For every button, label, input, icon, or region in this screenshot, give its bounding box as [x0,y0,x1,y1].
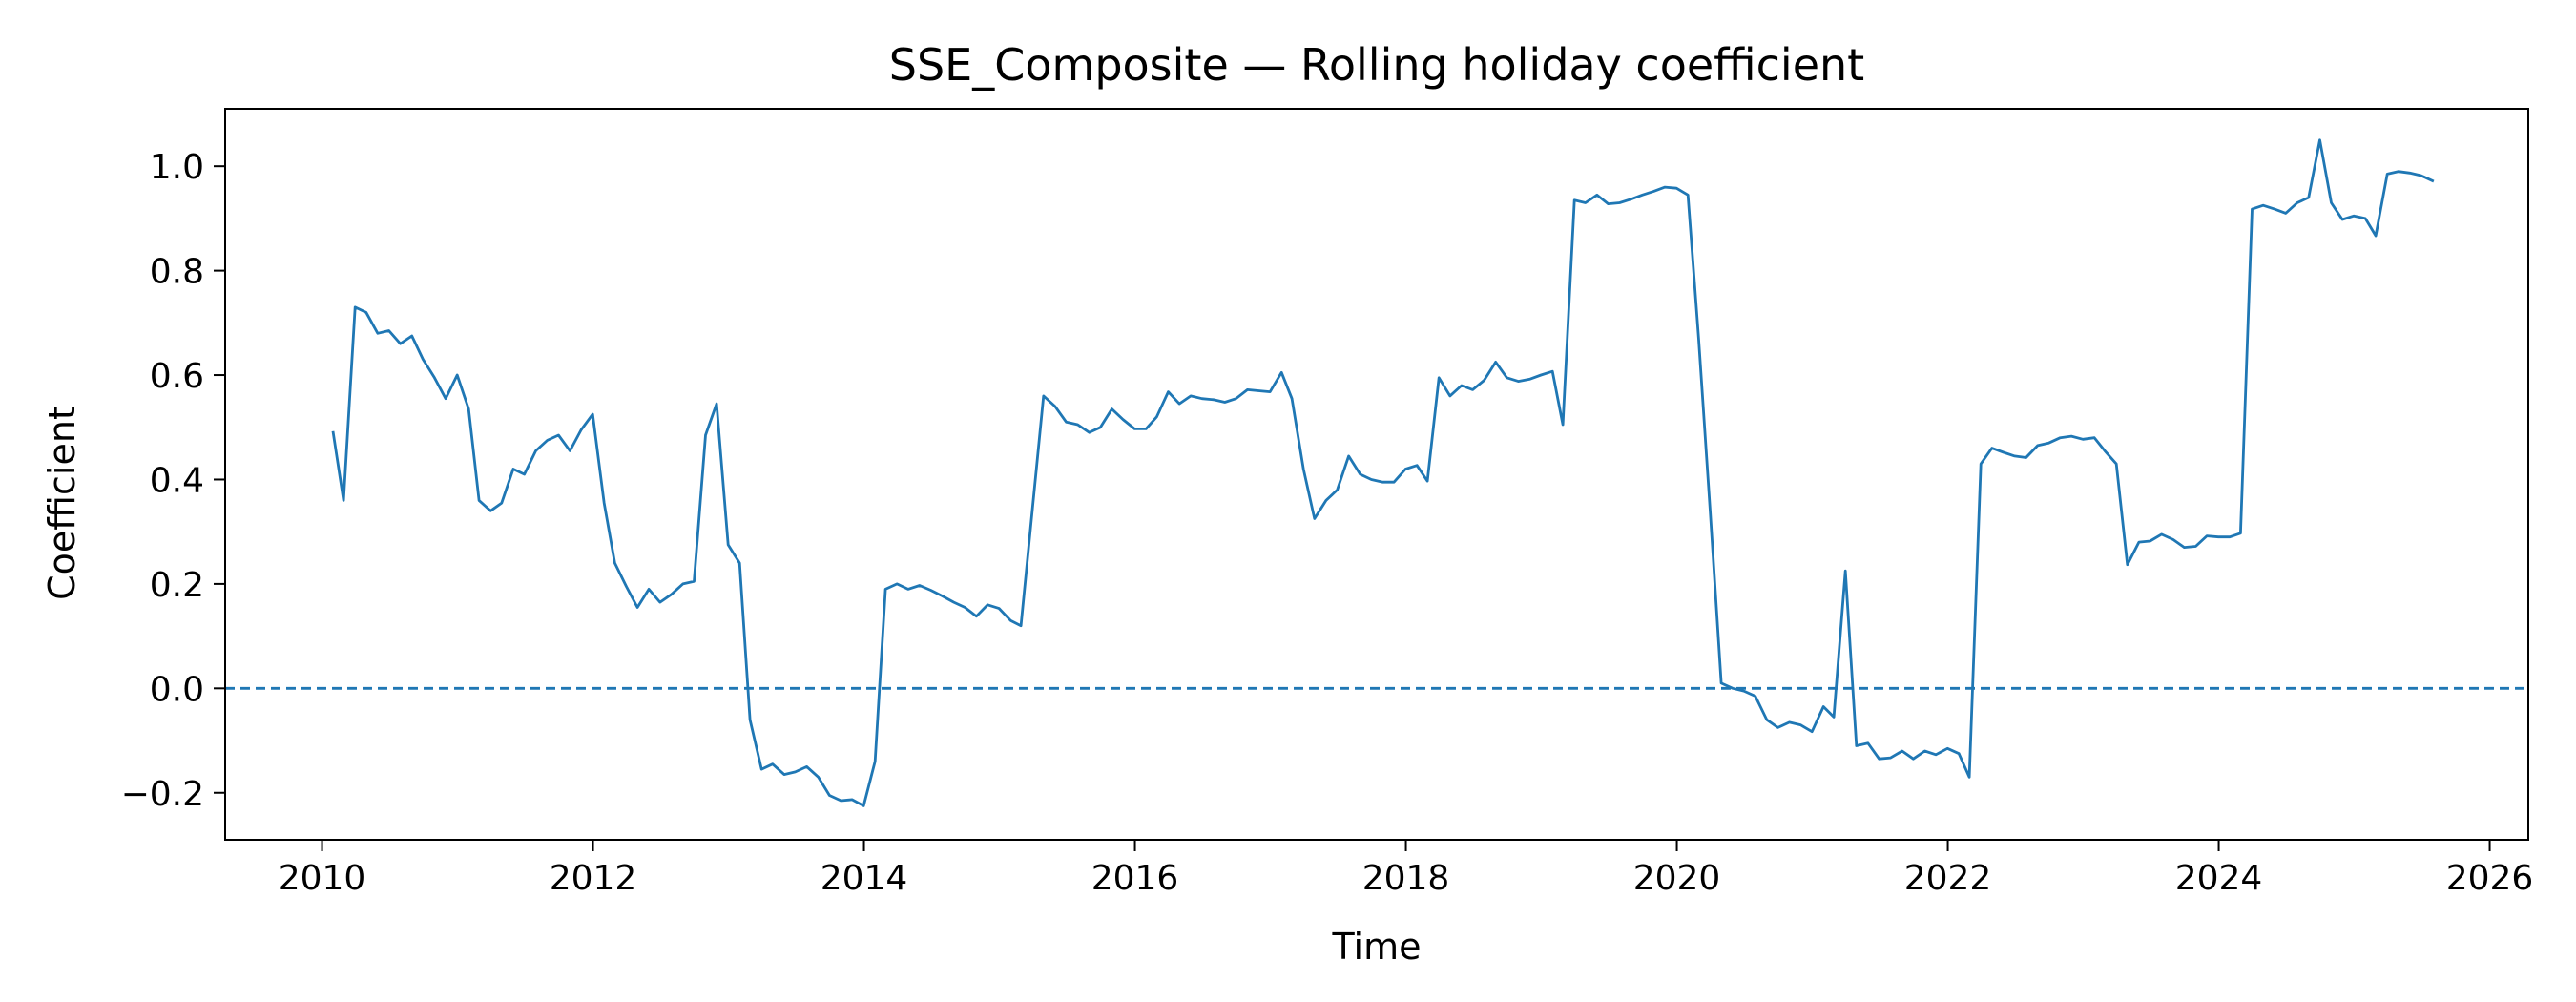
y-tick-label-0: −0.2 [121,775,204,814]
y-tick-label-1: 0.0 [150,670,204,709]
y-tick-label-4: 0.6 [150,357,204,396]
x-tick-label-1: 2012 [550,859,637,898]
y-tick-label-2: 0.2 [150,566,204,605]
x-tick-label-3: 2016 [1091,859,1179,898]
y-tick-label-6: 1.0 [150,148,204,187]
plot-area: 2010 2012 2014 2016 2018 2020 2022 2024 2026 −0.2… [121,108,2534,898]
x-tick-label-8: 2026 [2446,859,2534,898]
x-tick-label-6: 2022 [1904,859,1992,898]
x-tick-label-7: 2024 [2175,859,2263,898]
x-tick-label-2: 2014 [821,859,908,898]
y-tick-label-5: 0.8 [150,253,204,292]
y-tick-label-3: 0.4 [150,461,204,500]
chart-title: SSE_Composite — Rolling holiday coeffici… [889,39,1864,91]
axes-frame [224,108,2529,841]
x-tick-label-4: 2018 [1362,859,1450,898]
x-axis-label: Time [1332,926,1422,968]
x-tick-label-5: 2020 [1633,859,1721,898]
series-line-0 [331,138,2435,807]
x-tick-label-0: 2010 [279,859,366,898]
y-axis-label: Coefficient [41,406,83,600]
